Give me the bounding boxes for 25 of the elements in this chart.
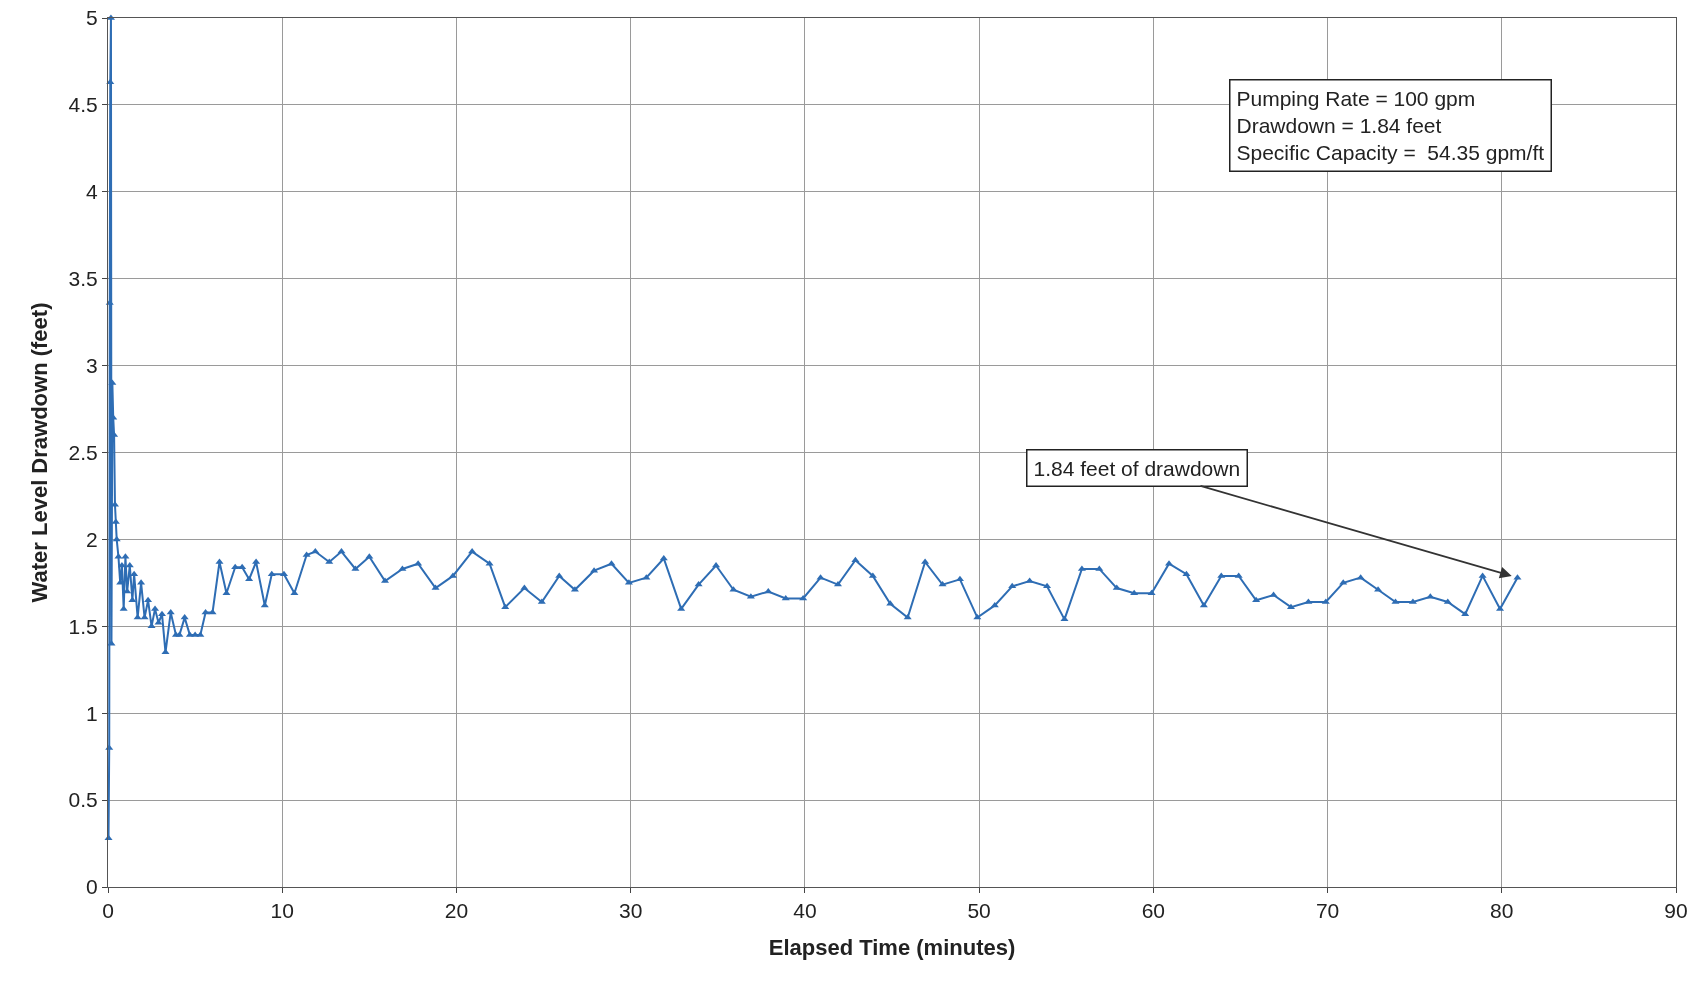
- y-tick-label: 0: [86, 875, 98, 899]
- x-tick-label: 90: [1664, 899, 1688, 923]
- x-tick-label: 70: [1315, 899, 1340, 923]
- y-tick-label: 1: [86, 701, 98, 725]
- y-tick-label: 3: [86, 353, 98, 377]
- y-tick-label: 4.5: [68, 93, 98, 117]
- y-tick-label: 1.5: [68, 614, 98, 638]
- y-tick-label: 2.5: [68, 440, 98, 464]
- y-tick-label: 5: [86, 6, 98, 30]
- x-tick-label: 20: [444, 899, 469, 923]
- x-tick-label: 30: [618, 899, 643, 923]
- x-tick-label: 80: [1490, 899, 1514, 923]
- annotation: Pumping Rate = 100 gpm Drawdown = 1.84 feet Specific Capacity = 54.35 gpm/ft: [1236, 86, 1545, 165]
- x-tick-label: 40: [793, 899, 817, 923]
- x-tick-label: 10: [270, 899, 294, 923]
- x-tick-label: 0: [102, 899, 114, 923]
- y-tick-label: 0.5: [68, 788, 98, 812]
- annotation: 1.84 feet of drawdown: [1033, 456, 1241, 480]
- y-tick-label: 3.5: [68, 267, 98, 291]
- y-axis-title: Water Level Drawdown (feet): [27, 302, 53, 603]
- x-tick-label: 60: [1141, 899, 1166, 923]
- x-axis-title: Elapsed Time (minutes): [768, 935, 1016, 961]
- y-tick-label: 2: [86, 527, 98, 551]
- y-tick-label: 4: [86, 180, 99, 204]
- x-tick-label: 50: [967, 899, 991, 923]
